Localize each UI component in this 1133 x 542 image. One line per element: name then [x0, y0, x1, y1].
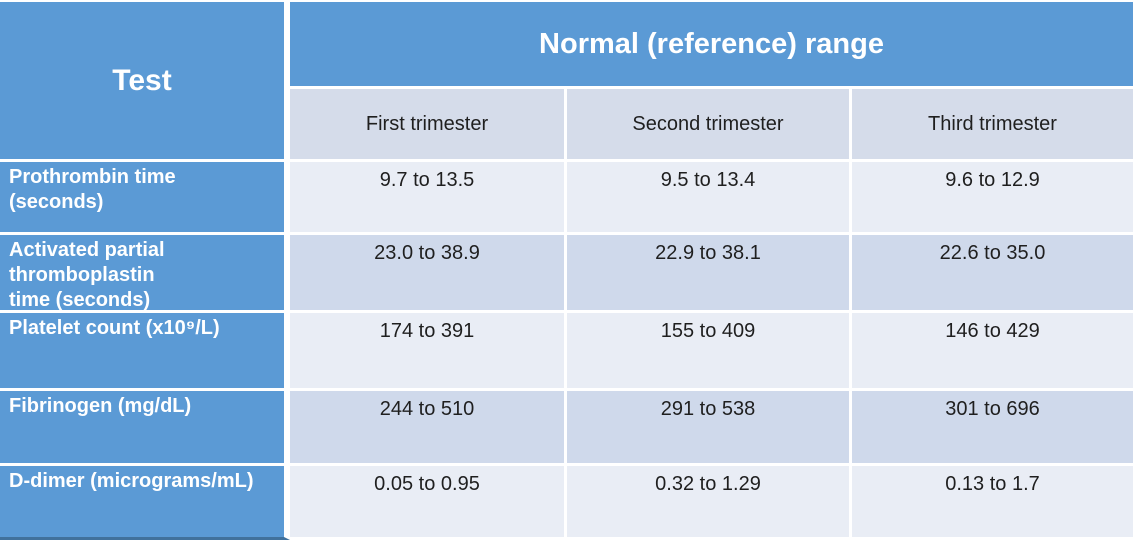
table-cell: 22.9 to 38.1 — [567, 235, 852, 313]
group-header-normal-range: Normal (reference) range — [290, 2, 1133, 89]
column-header-second-trimester: Second trimester — [567, 89, 852, 162]
row-label-platelet-count: Platelet count (x10⁹/L) — [0, 313, 290, 391]
table-cell: 22.6 to 35.0 — [852, 235, 1133, 313]
table-cell: 291 to 538 — [567, 391, 852, 466]
table-cell: 174 to 391 — [290, 313, 567, 391]
column-header-third-trimester: Third trimester — [852, 89, 1133, 162]
corner-header-test: Test — [0, 2, 290, 162]
row-label-d-dimer: D-dimer (micrograms/mL) — [0, 466, 290, 540]
row-label-prothrombin-time: Prothrombin time (seconds) — [0, 162, 290, 235]
table-cell: 0.32 to 1.29 — [567, 466, 852, 540]
row-label-activated-partial-thromboplastin-time: Activated partial thromboplastin time (s… — [0, 235, 290, 313]
table-cell: 0.05 to 0.95 — [290, 466, 567, 540]
table-cell: 9.5 to 13.4 — [567, 162, 852, 235]
column-header-first-trimester: First trimester — [290, 89, 567, 162]
table-cell: 9.6 to 12.9 — [852, 162, 1133, 235]
table-cell: 146 to 429 — [852, 313, 1133, 391]
table-cell: 155 to 409 — [567, 313, 852, 391]
table-cell: 0.13 to 1.7 — [852, 466, 1133, 540]
table-cell: 23.0 to 38.9 — [290, 235, 567, 313]
row-label-fibrinogen: Fibrinogen (mg/dL) — [0, 391, 290, 466]
table-cell: 9.7 to 13.5 — [290, 162, 567, 235]
table-cell: 244 to 510 — [290, 391, 567, 466]
table-cell: 301 to 696 — [852, 391, 1133, 466]
